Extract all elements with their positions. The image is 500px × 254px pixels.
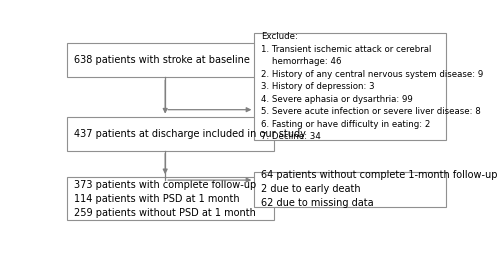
Text: 638 patients with stroke at baseline: 638 patients with stroke at baseline [74,55,250,65]
FancyBboxPatch shape [67,117,274,151]
Text: 64 patients without complete 1-month follow-up data
2 due to early death
62 due : 64 patients without complete 1-month fol… [262,170,500,208]
FancyBboxPatch shape [254,34,446,140]
Text: 437 patients at discharge included in our study: 437 patients at discharge included in ou… [74,129,306,139]
Text: 373 patients with complete follow-up
114 patients with PSD at 1 month
259 patien: 373 patients with complete follow-up 114… [74,180,256,218]
FancyBboxPatch shape [67,177,274,220]
Text: Exclude:
1. Transient ischemic attack or cerebral
    hemorrhage: 46
2. History : Exclude: 1. Transient ischemic attack or… [262,32,484,141]
FancyBboxPatch shape [67,43,261,77]
FancyBboxPatch shape [254,172,446,207]
